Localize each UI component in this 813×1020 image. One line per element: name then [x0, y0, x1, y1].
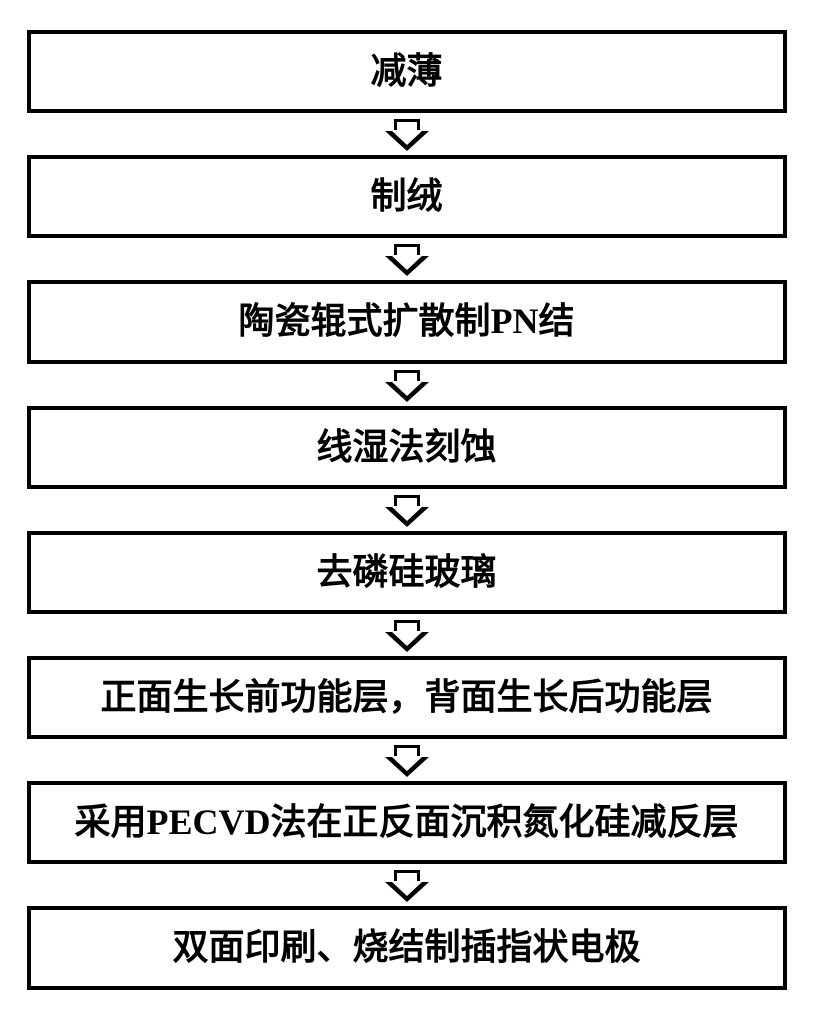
step-6-box: 正面生长前功能层，背面生长后功能层 [27, 656, 787, 739]
step-4-box: 线湿法刻蚀 [27, 406, 787, 489]
step-4-label: 线湿法刻蚀 [316, 427, 496, 467]
arrow-6 [385, 745, 429, 777]
step-6-label: 正面生长前功能层，背面生长后功能层 [100, 677, 712, 717]
step-8-box: 双面印刷、烧结制插指状电极 [27, 906, 787, 989]
step-1-box: 减薄 [27, 30, 787, 113]
arrow-4 [385, 495, 429, 527]
step-3-label: 陶瓷辊式扩散制PN结 [239, 301, 575, 341]
process-flowchart: 减薄 制绒 陶瓷辊式扩散制PN结 线湿法刻蚀 去磷硅玻璃 正面生长前功能层，背面… [27, 30, 787, 990]
arrow-2 [385, 244, 429, 276]
arrow-3 [385, 370, 429, 402]
step-5-box: 去磷硅玻璃 [27, 531, 787, 614]
step-8-label: 双面印刷、烧结制插指状电极 [172, 927, 640, 967]
step-2-label: 制绒 [370, 176, 442, 216]
arrow-5 [385, 620, 429, 652]
step-5-label: 去磷硅玻璃 [316, 552, 496, 592]
step-7-label: 采用PECVD法在正反面沉积氮化硅减反层 [75, 802, 739, 842]
arrow-1 [385, 119, 429, 151]
step-2-box: 制绒 [27, 155, 787, 238]
step-3-box: 陶瓷辊式扩散制PN结 [27, 280, 787, 363]
step-7-box: 采用PECVD法在正反面沉积氮化硅减反层 [27, 781, 787, 864]
arrow-7 [385, 870, 429, 902]
step-1-label: 减薄 [370, 51, 442, 91]
